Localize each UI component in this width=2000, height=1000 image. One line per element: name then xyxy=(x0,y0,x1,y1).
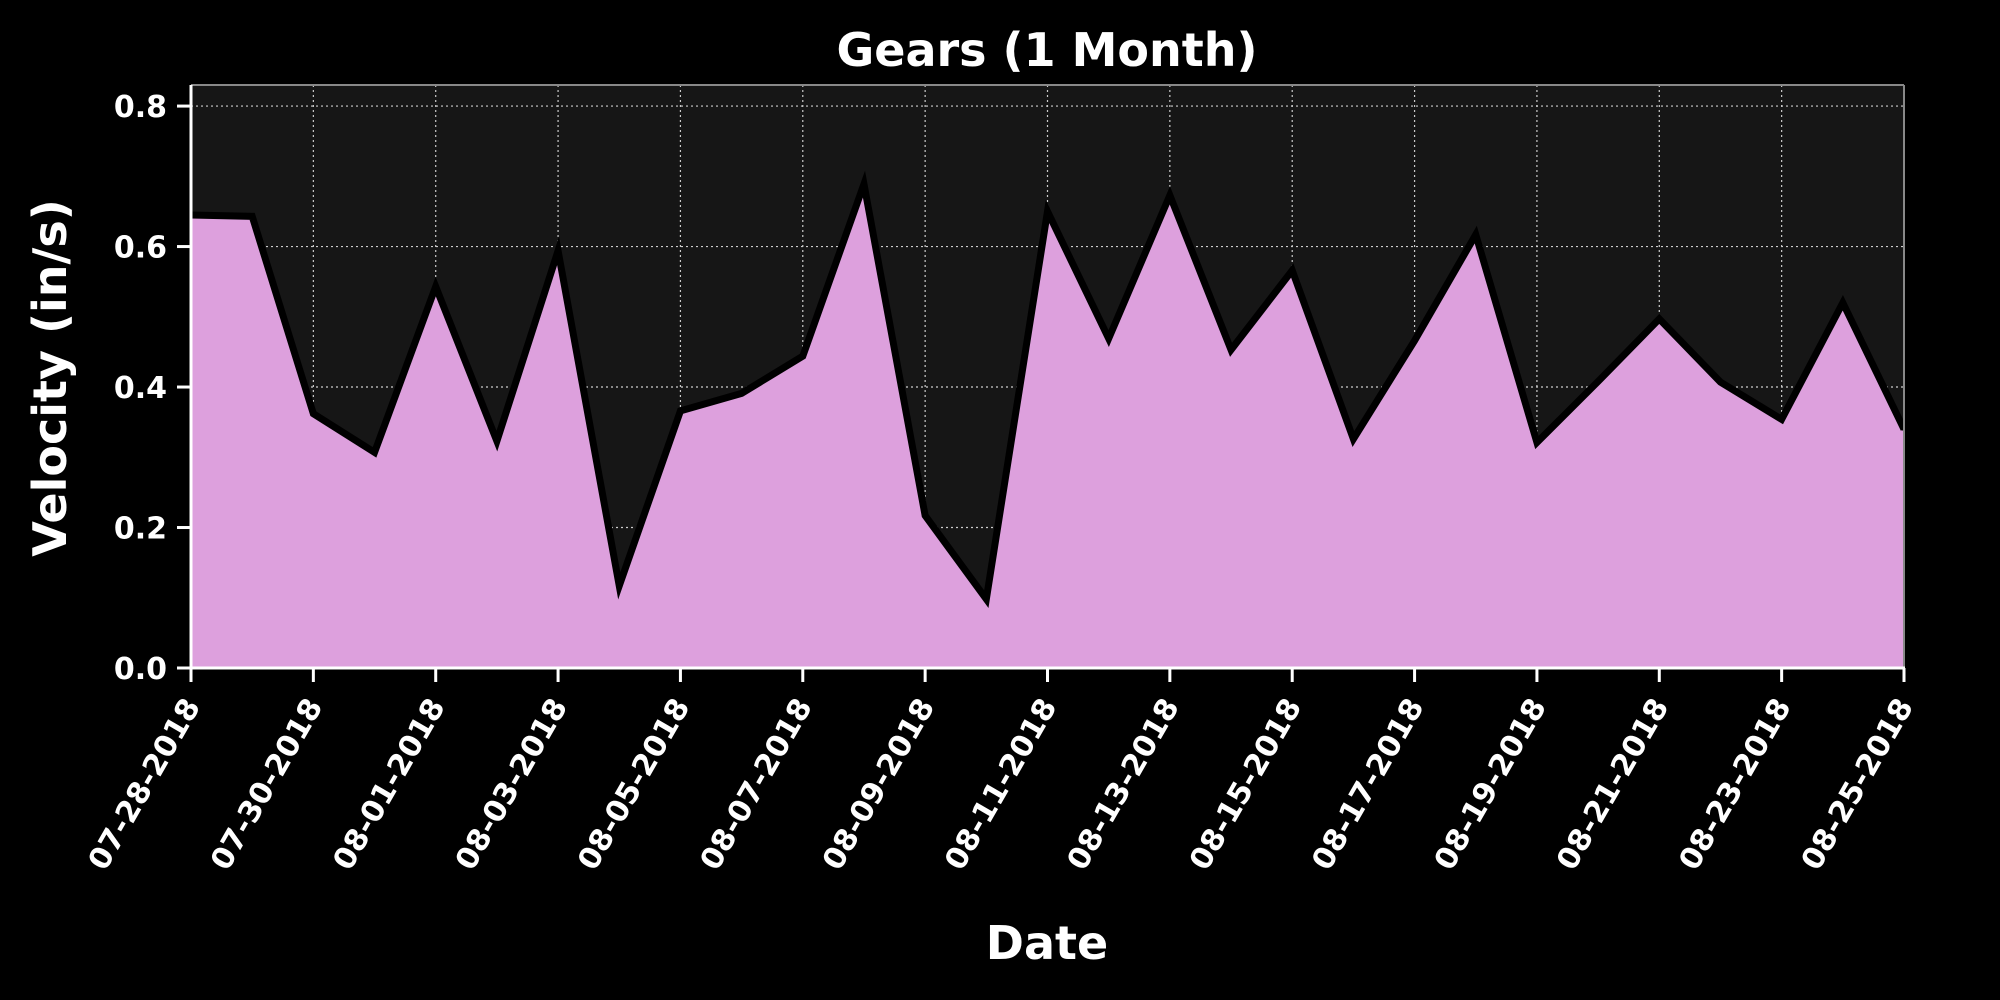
data-point xyxy=(800,354,805,359)
data-point xyxy=(984,597,989,602)
area-series xyxy=(189,170,1908,669)
data-point xyxy=(433,284,438,289)
data-point xyxy=(1534,440,1539,445)
y-axis-ticks: 0.0 0.2 0.4 0.6 0.8 xyxy=(114,90,191,687)
data-point xyxy=(1718,380,1723,385)
data-point xyxy=(1106,336,1111,341)
data-point xyxy=(678,408,683,413)
data-point xyxy=(311,411,316,416)
data-point xyxy=(1412,338,1417,343)
y-tick-label: 0.8 xyxy=(114,90,167,125)
data-point xyxy=(923,513,928,518)
y-tick-label: 0.4 xyxy=(114,371,167,406)
y-tick-label: 0.0 xyxy=(114,652,167,687)
data-point xyxy=(1596,379,1601,384)
y-tick-label: 0.6 xyxy=(114,231,167,266)
y-axis-label: Velocity (in/s) xyxy=(23,199,77,556)
data-point xyxy=(372,450,377,455)
data-point xyxy=(1167,193,1172,198)
data-point xyxy=(556,248,561,253)
data-point xyxy=(739,391,744,396)
data-point xyxy=(494,439,499,444)
data-point xyxy=(1290,268,1295,273)
data-point xyxy=(1840,300,1845,305)
area-fill xyxy=(191,184,1904,669)
data-point xyxy=(861,182,866,187)
data-point xyxy=(1657,316,1662,321)
data-point xyxy=(1351,437,1356,442)
data-point xyxy=(1045,209,1050,214)
chart-title: Gears (1 Month) xyxy=(836,23,1257,77)
x-axis-label: Date xyxy=(986,916,1108,970)
y-tick-label: 0.2 xyxy=(114,512,167,547)
data-point xyxy=(250,214,255,219)
data-point xyxy=(1779,417,1784,422)
data-point xyxy=(617,583,622,588)
data-point xyxy=(1229,347,1234,352)
data-point xyxy=(1473,232,1478,237)
